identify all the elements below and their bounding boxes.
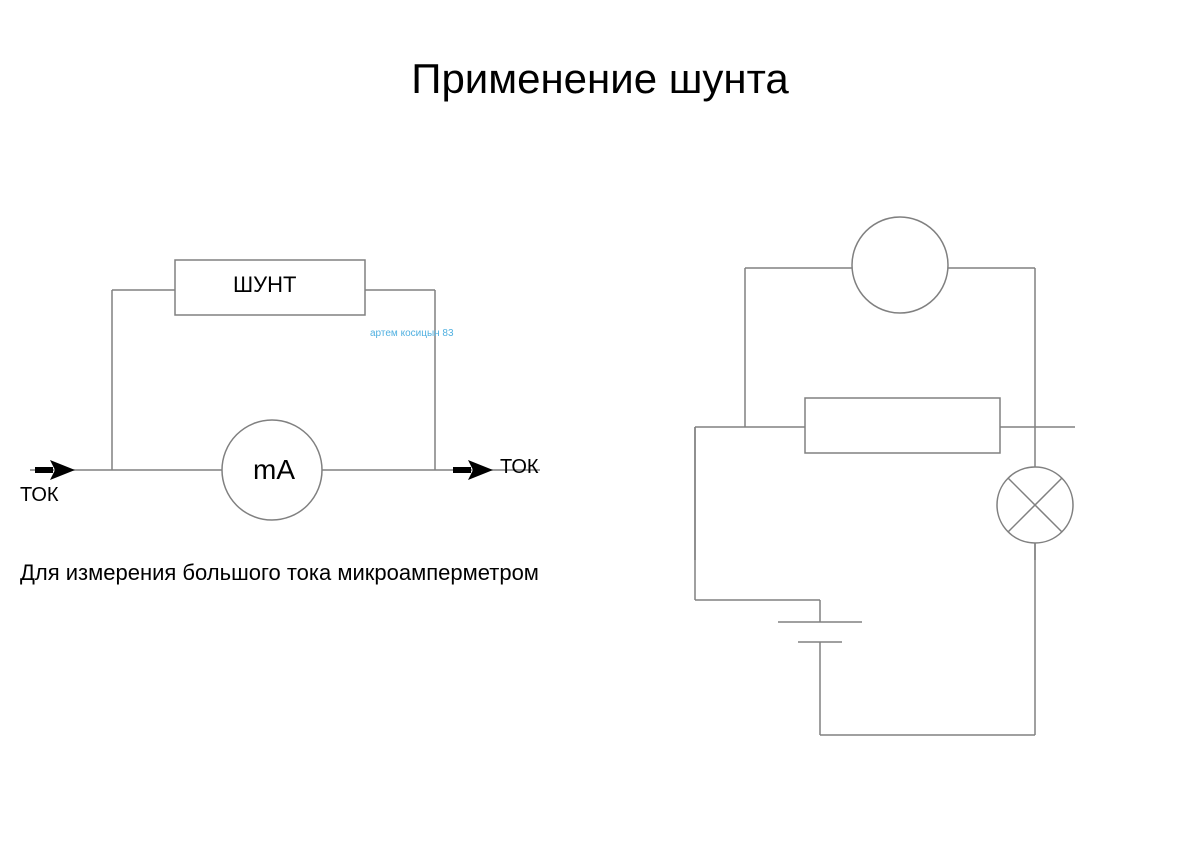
right-circuit-diagram-clean — [0, 0, 1200, 848]
